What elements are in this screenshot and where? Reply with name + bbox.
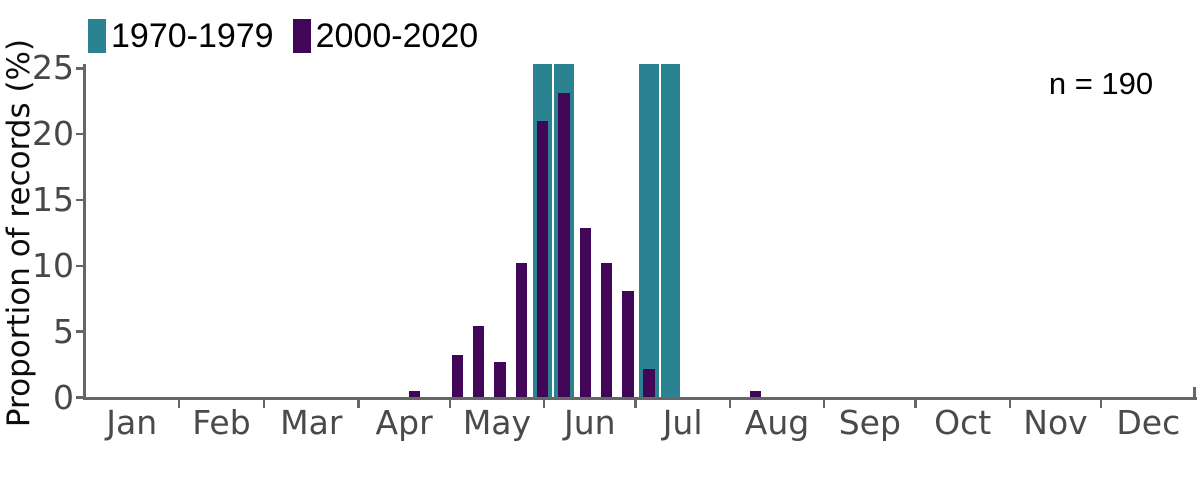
legend-item-2000-2020: 2000-2020 bbox=[292, 17, 479, 55]
x-tick-label-feb: Feb bbox=[192, 403, 251, 442]
x-tick bbox=[728, 399, 732, 408]
x-tick-label-mar: Mar bbox=[280, 403, 343, 442]
x-tick-label-sep: Sep bbox=[838, 403, 901, 442]
y-tick-label: 0 bbox=[53, 377, 74, 417]
legend-item-1970-1979: 1970-1979 bbox=[88, 17, 274, 55]
bar-1970-1979-week-27 bbox=[639, 63, 659, 398]
legend: 1970-1979 2000-2020 bbox=[88, 17, 478, 55]
x-tick bbox=[1008, 399, 1012, 408]
legend-swatch-2000-2020 bbox=[292, 19, 311, 53]
y-tick-label: 10 bbox=[32, 245, 74, 285]
x-tick-label-aug: Aug bbox=[744, 403, 810, 442]
y-tick-label: 5 bbox=[53, 311, 74, 351]
y-tick-label: 15 bbox=[32, 179, 74, 219]
bar-1970-1979-week-28 bbox=[660, 63, 681, 398]
sample-size-annotation: n = 190 bbox=[1048, 66, 1154, 101]
y-tick bbox=[76, 330, 84, 333]
x-tick-label-oct: Oct bbox=[934, 403, 992, 442]
x-tick bbox=[448, 399, 451, 408]
x-tick-label-nov: Nov bbox=[1023, 403, 1088, 442]
legend-label-1970-1979: 1970-1979 bbox=[111, 17, 274, 55]
y-tick bbox=[76, 198, 84, 202]
x-tick-label-dec: Dec bbox=[1116, 403, 1181, 442]
x-tick-label-jun: Jun bbox=[563, 403, 616, 442]
bar-2000-2020-week-26 bbox=[622, 290, 634, 398]
legend-swatch-1970-1979 bbox=[88, 19, 106, 53]
x-tick bbox=[357, 399, 360, 408]
bar-2000-2020-week-32 bbox=[749, 390, 762, 398]
x-tick-label-may: May bbox=[462, 403, 532, 442]
x-tick bbox=[542, 399, 546, 408]
y-axis-title: Proportion of records (%) bbox=[1, 38, 37, 428]
y-axis-line bbox=[83, 63, 86, 400]
legend-label-2000-2020: 2000-2020 bbox=[315, 17, 479, 55]
bar-2000-2020-week-25 bbox=[600, 263, 613, 398]
bar-2000-2020-week-24 bbox=[579, 227, 591, 398]
x-tick bbox=[177, 399, 181, 408]
x-axis-line bbox=[83, 397, 1197, 400]
bar-2000-2020-week-21 bbox=[515, 263, 527, 398]
y-tick bbox=[76, 264, 84, 268]
bar-2000-2020-week-18 bbox=[451, 355, 464, 398]
x-tick-label-jan: Jan bbox=[106, 403, 158, 442]
x-axis-end-tick bbox=[1193, 386, 1196, 398]
bar-2000-2020-week-19 bbox=[472, 326, 485, 398]
bar-2000-2020-week-22 bbox=[536, 120, 549, 398]
bar-2000-2020-week-20 bbox=[494, 361, 506, 398]
x-tick bbox=[822, 399, 826, 408]
y-tick-label: 25 bbox=[32, 48, 74, 88]
y-tick bbox=[76, 132, 84, 136]
bar-2000-2020-week-16 bbox=[409, 390, 421, 398]
x-tick-label-jul: Jul bbox=[662, 403, 703, 442]
bar-2000-2020-week-27 bbox=[643, 368, 655, 398]
x-tick-label-apr: Apr bbox=[375, 403, 433, 442]
x-tick bbox=[1099, 399, 1103, 408]
x-tick bbox=[634, 399, 637, 408]
bar-2000-2020-week-23 bbox=[558, 93, 570, 398]
y-tick bbox=[76, 67, 84, 70]
y-tick bbox=[76, 396, 84, 399]
x-tick bbox=[914, 399, 917, 408]
x-tick bbox=[262, 399, 266, 408]
y-tick-label: 20 bbox=[32, 114, 74, 154]
